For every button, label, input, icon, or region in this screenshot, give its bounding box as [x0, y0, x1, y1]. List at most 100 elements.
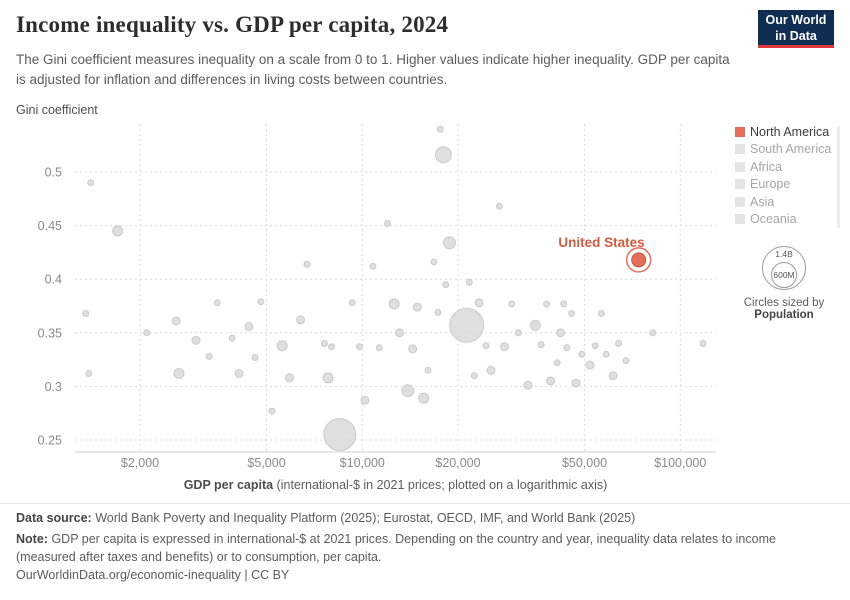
- data-point[interactable]: [591, 342, 599, 350]
- data-point[interactable]: [436, 125, 444, 133]
- data-point[interactable]: [470, 372, 478, 380]
- data-point[interactable]: [284, 373, 294, 383]
- data-point[interactable]: [173, 368, 185, 379]
- data-point[interactable]: [622, 357, 630, 365]
- data-point[interactable]: [602, 350, 610, 358]
- legend-scrollbar[interactable]: [837, 126, 840, 228]
- data-point[interactable]: [430, 258, 438, 266]
- data-point[interactable]: [585, 360, 595, 370]
- data-point[interactable]: [356, 343, 363, 351]
- data-point[interactable]: [171, 316, 181, 326]
- data-point[interactable]: [369, 262, 377, 270]
- size-legend: 1.4B 600M Circles sized by Population: [731, 246, 837, 321]
- data-point[interactable]: [568, 310, 575, 317]
- data-point[interactable]: [434, 146, 452, 164]
- data-point[interactable]: [424, 366, 432, 374]
- permalink[interactable]: OurWorldinData.org/economic-inequality |…: [16, 568, 290, 582]
- size-legend-caption: Circles sized by: [743, 297, 825, 309]
- data-point[interactable]: [322, 372, 334, 384]
- legend-item-africa[interactable]: Africa: [735, 158, 839, 176]
- data-point[interactable]: [375, 344, 383, 352]
- data-point[interactable]: [303, 260, 311, 268]
- data-point[interactable]: [508, 300, 516, 308]
- legend-swatch-europe: [735, 179, 745, 190]
- data-point[interactable]: [418, 392, 430, 404]
- data-point[interactable]: [556, 328, 565, 338]
- data-point[interactable]: [112, 225, 124, 237]
- legend-label: Oceania: [750, 212, 797, 227]
- data-point[interactable]: [323, 418, 357, 452]
- data-point[interactable]: [276, 340, 288, 352]
- data-point[interactable]: [482, 342, 490, 350]
- data-point[interactable]: [465, 278, 473, 286]
- highlight-label: United States: [558, 235, 644, 250]
- chart-subtitle: The Gini coefficient measures inequality…: [16, 52, 730, 87]
- data-point[interactable]: [320, 340, 328, 347]
- data-point[interactable]: [537, 341, 545, 349]
- legend-item-europe[interactable]: Europe: [735, 176, 839, 194]
- data-point[interactable]: [87, 179, 95, 187]
- data-point[interactable]: [408, 344, 418, 354]
- data-point[interactable]: [578, 350, 586, 358]
- owid-logo[interactable]: Our World in Data: [758, 10, 834, 48]
- data-point[interactable]: [449, 307, 485, 343]
- legend-label: Asia: [750, 194, 775, 209]
- data-point[interactable]: [234, 369, 244, 378]
- data-point[interactable]: [213, 299, 221, 307]
- data-point[interactable]: [563, 344, 571, 352]
- data-point[interactable]: [649, 329, 657, 337]
- data-point[interactable]: [434, 308, 442, 316]
- legend-item-south-america[interactable]: South America: [735, 141, 839, 159]
- data-point[interactable]: [571, 378, 581, 388]
- data-point[interactable]: [500, 342, 509, 352]
- footer-divider: [0, 503, 850, 504]
- data-point[interactable]: [515, 329, 522, 337]
- data-point[interactable]: [296, 315, 306, 325]
- logo-accent-bar: [758, 45, 834, 48]
- data-point[interactable]: [412, 302, 422, 312]
- data-point[interactable]: [328, 343, 335, 351]
- data-point[interactable]: [85, 370, 93, 377]
- logo-line2: in Data: [775, 29, 817, 43]
- legend-item-oceania[interactable]: Oceania: [735, 211, 839, 229]
- data-point[interactable]: [529, 319, 541, 331]
- size-legend-caption-bold: Population: [754, 309, 814, 321]
- data-point[interactable]: [699, 340, 707, 347]
- data-point[interactable]: [546, 376, 556, 386]
- highlight-point-united-states[interactable]: [631, 252, 647, 268]
- data-point[interactable]: [384, 220, 391, 227]
- data-point[interactable]: [553, 359, 561, 367]
- data-point[interactable]: [474, 298, 484, 308]
- data-source-label: Data source:: [16, 511, 92, 525]
- data-point[interactable]: [348, 299, 356, 307]
- legend-item-asia[interactable]: Asia: [735, 193, 839, 211]
- data-point[interactable]: [560, 300, 568, 308]
- size-legend-outer-circle: 1.4B 600M: [762, 246, 806, 290]
- data-point[interactable]: [608, 371, 618, 381]
- data-point[interactable]: [543, 300, 551, 308]
- data-point[interactable]: [443, 236, 456, 250]
- data-point[interactable]: [143, 329, 151, 337]
- data-point[interactable]: [191, 335, 201, 345]
- data-point[interactable]: [360, 395, 370, 405]
- data-point[interactable]: [244, 321, 254, 331]
- data-point[interactable]: [597, 310, 605, 317]
- data-point[interactable]: [257, 298, 265, 306]
- data-point[interactable]: [205, 352, 213, 360]
- data-point[interactable]: [401, 384, 415, 398]
- legend-item-north-america[interactable]: North America: [735, 123, 839, 141]
- data-point[interactable]: [82, 310, 90, 317]
- data-point[interactable]: [495, 202, 503, 210]
- data-point[interactable]: [395, 328, 405, 338]
- data-point[interactable]: [523, 380, 533, 390]
- data-point[interactable]: [486, 365, 496, 375]
- data-point[interactable]: [251, 354, 259, 361]
- data-point[interactable]: [228, 334, 236, 342]
- data-point[interactable]: [442, 281, 450, 289]
- page-title: Income inequality vs. GDP per capita, 20…: [16, 12, 449, 37]
- data-point[interactable]: [268, 407, 276, 415]
- y-axis-title: Gini coefficient: [16, 103, 98, 117]
- data-point[interactable]: [615, 340, 623, 347]
- data-point[interactable]: [388, 298, 400, 310]
